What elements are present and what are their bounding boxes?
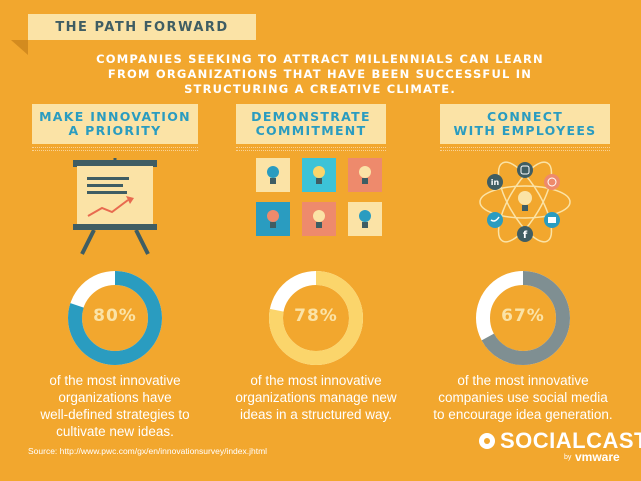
banner-fold: [11, 40, 28, 55]
facebook-icon: f: [517, 226, 533, 242]
donut-arc: [269, 271, 363, 365]
description-line: ideas in a structured way.: [239, 407, 393, 422]
lightbulb-icon: [348, 158, 382, 192]
description-innovation: of the most innovative organizations hav…: [15, 372, 215, 440]
brand-name: SOCIALCAST: [500, 428, 641, 453]
lightbulb-icon: [302, 202, 336, 236]
percent-innovation: 80%: [93, 306, 137, 326]
svg-text:f: f: [523, 230, 528, 241]
donut-connect: [476, 271, 570, 365]
description-line: organizations have: [58, 390, 172, 405]
donut-arc: [68, 271, 162, 365]
heading-line: WITH EMPLOYEES: [453, 123, 597, 138]
socialcast-logo-icon: [479, 433, 495, 449]
donut-innovation: [68, 271, 162, 365]
heading-line: A PRIORITY: [68, 123, 162, 138]
heading-line: DEMONSTRATE: [251, 109, 371, 124]
source-link[interactable]: Source: http://www.pwc.com/gx/en/innovat…: [28, 446, 268, 456]
percent-connect: 67%: [501, 306, 545, 326]
lightbulb-icon: [302, 158, 336, 192]
description-line: to encourage idea generation.: [433, 407, 613, 422]
description-line: well-defined strategies to: [40, 407, 190, 422]
dribbble-icon: [544, 174, 560, 190]
heading-line: MAKE INNOVATION: [39, 109, 191, 124]
brand-by: by: [564, 454, 572, 461]
instagram-icon: [517, 162, 533, 178]
description-commitment: of the most innovative organizations man…: [216, 372, 416, 423]
heading-innovation: MAKE INNOVATION A PRIORITY: [32, 104, 198, 144]
description-line: cultivate new ideas.: [56, 424, 174, 439]
presentation-board-icon: [73, 158, 157, 255]
divider: [440, 147, 610, 151]
donut-arc: [476, 271, 570, 365]
heading-commitment: DEMONSTRATE COMMITMENT: [236, 104, 386, 144]
page-title: THE PATH FORWARD: [55, 19, 229, 35]
heading-connect: CONNECT WITH EMPLOYEES: [440, 104, 610, 144]
chat-icon: [544, 212, 560, 228]
intro-text: COMPANIES SEEKING TO ATTRACT MILLENNIALS…: [70, 52, 570, 97]
description-line: of the most innovative: [250, 373, 382, 388]
intro-line: COMPANIES SEEKING TO ATTRACT MILLENNIALS…: [96, 52, 544, 66]
svg-text:in: in: [491, 178, 500, 187]
percent-commitment: 78%: [294, 306, 338, 326]
social-icon: in f: [479, 161, 571, 243]
divider: [32, 147, 198, 151]
linkedin-icon: in: [487, 174, 503, 190]
divider: [236, 147, 386, 151]
heading-line: CONNECT: [486, 109, 564, 124]
lightbulb-icon: [256, 202, 290, 236]
lightbulb-icon: [256, 158, 290, 192]
brand-logo: SOCIALCAST by vmware: [478, 428, 641, 468]
donut-commitment: [269, 271, 363, 365]
description-connect: of the most innovative companies use soc…: [423, 372, 623, 423]
lightbulb-icon: [348, 202, 382, 236]
brand-vendor: vmware: [575, 450, 620, 464]
title-banner: THE PATH FORWARD: [28, 14, 256, 40]
twitter-icon: [487, 212, 503, 228]
heading-line: COMMITMENT: [255, 123, 367, 138]
description-line: of the most innovative: [49, 373, 181, 388]
intro-line: STRUCTURING A CREATIVE CLIMATE.: [184, 82, 456, 96]
intro-line: FROM ORGANIZATIONS THAT HAVE BEEN SUCCES…: [107, 67, 533, 81]
description-line: of the most innovative: [457, 373, 589, 388]
description-line: organizations manage new: [235, 390, 397, 405]
description-line: companies use social media: [438, 390, 608, 405]
